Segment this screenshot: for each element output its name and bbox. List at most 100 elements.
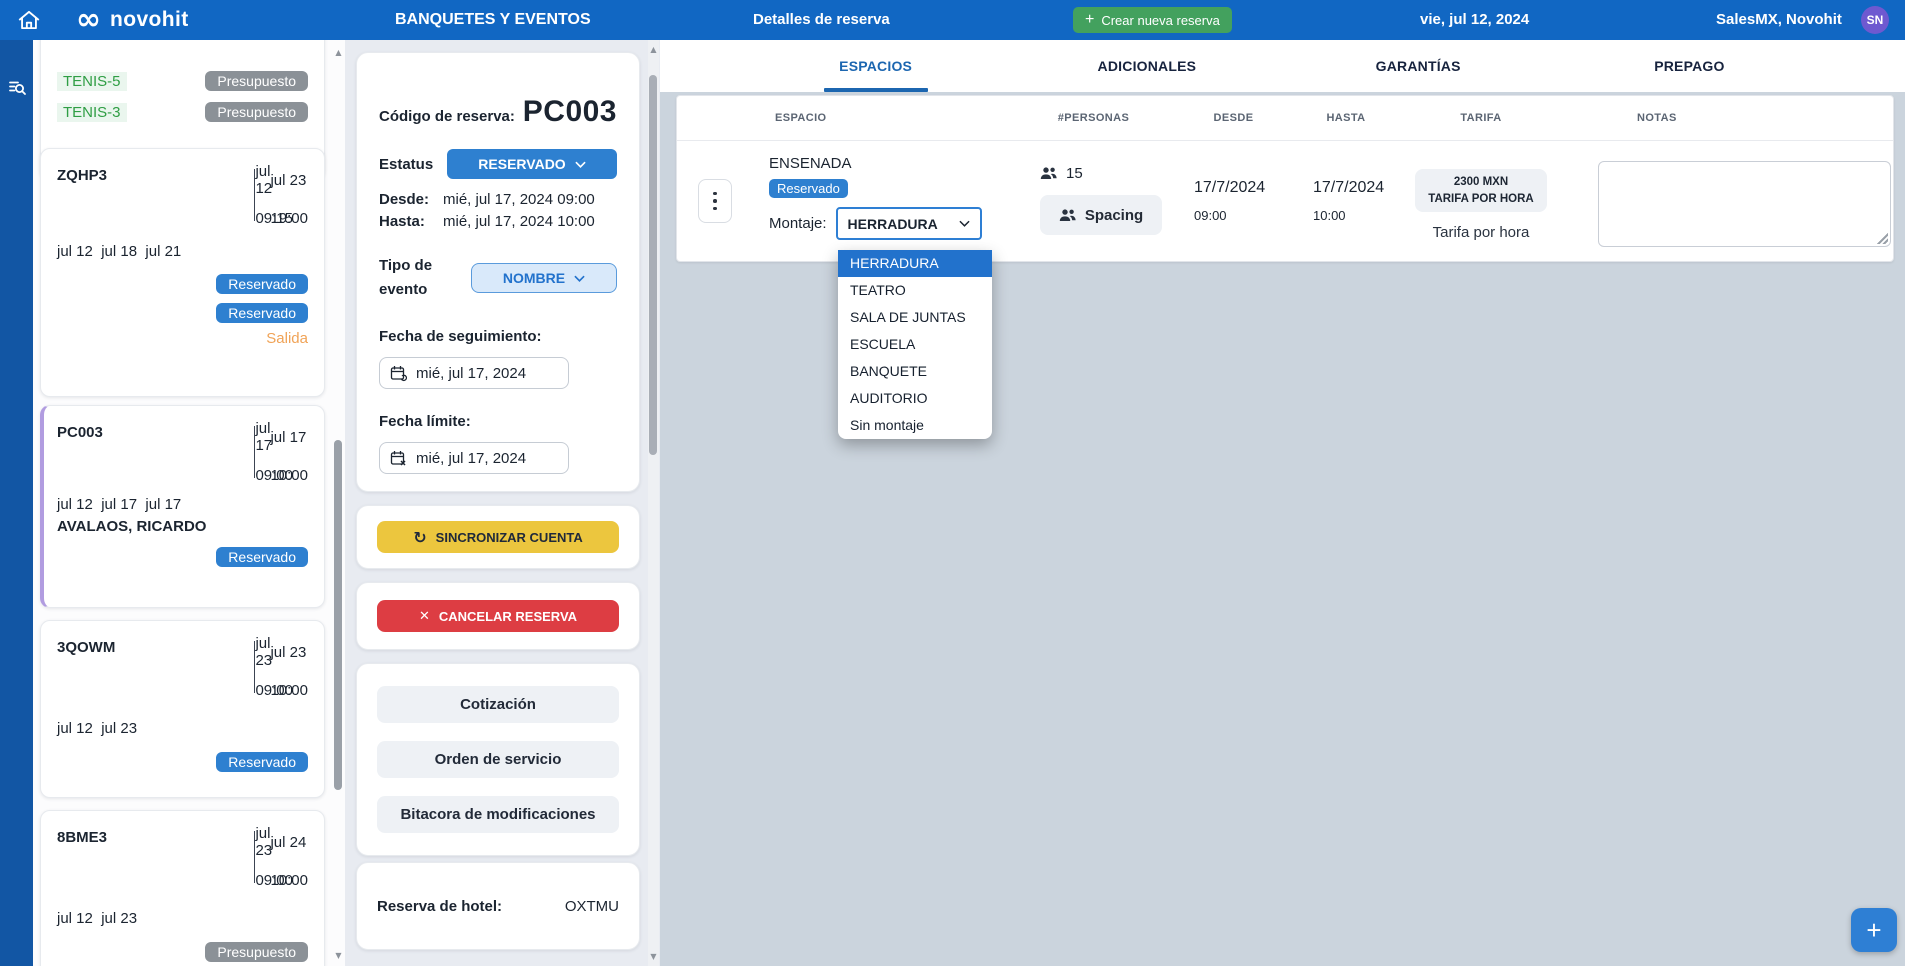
reservation-card-pc003-selected[interactable]: PC003 jul 17 jul 17 09:00 10:00 jul 12 j… [40, 405, 325, 608]
resize-handle-icon[interactable] [1877, 233, 1888, 244]
tab-adicionales[interactable]: ADICIONALES [1097, 58, 1197, 74]
status-badge: Reservado [769, 179, 848, 198]
date-range: jul 17 jul 17 09:00 10:00 [254, 420, 308, 484]
row-menu-cell [677, 141, 737, 262]
reservation-card-8bme3[interactable]: 8BME3 jul 23 jul 24 09:00 10:00 jul 12 j… [40, 810, 325, 966]
guest-name: AVALAOS, RICARDO [57, 518, 207, 535]
tarifa-cell: 2300 MXN TARIFA POR HORA Tarifa por hora [1401, 141, 1561, 262]
reservation-id: ZQHP3 [57, 167, 108, 184]
status-badge: Reservado [216, 547, 308, 567]
table-header: ESPACIO #PERSONAS DESDE HASTA TARIFA NOT… [677, 96, 1893, 141]
follow-up-date-input[interactable]: mié, jul 17, 2024 [379, 357, 569, 389]
home-icon[interactable] [16, 8, 42, 32]
reservation-card-zqhp3[interactable]: ZQHP3 jul 12 jul 23 09:15 19:00 jul 12 j… [40, 148, 325, 397]
dropdown-option-banquete[interactable]: BANQUETE [850, 363, 928, 379]
personas-cell: 15 Spacing [1011, 141, 1176, 262]
section-title: BANQUETES Y EVENTOS [395, 11, 591, 28]
novohit-logo-icon: ∞ [76, 2, 101, 37]
dropdown-option-auditorio[interactable]: AUDITORIO [850, 390, 928, 406]
tab-prepago[interactable]: PREPAGO [1654, 58, 1725, 74]
salida-label: Salida [266, 330, 308, 347]
status-badge: Reservado [216, 274, 308, 294]
from-time: 09:00 [1194, 208, 1227, 223]
notes-textarea[interactable] [1598, 161, 1891, 247]
novohit-logo: ∞ novohit [76, 0, 189, 40]
calendar-refresh-icon [390, 365, 407, 381]
table-row: ENSENADA Reservado Montaje: HERRADURA [677, 141, 1893, 262]
dropdown-option-escuela[interactable]: ESCUELA [850, 336, 916, 352]
dropdown-option-teatro[interactable]: TEATRO [850, 282, 906, 298]
people-icon [1059, 208, 1076, 221]
hotel-code: OXTMU [564, 897, 619, 915]
tab-espacios[interactable]: ESPACIOS [740, 40, 1011, 92]
to-value: mié, jul 17, 2024 10:00 [443, 213, 595, 230]
to-time: 10:00 [1313, 208, 1346, 223]
calendar-x-icon [390, 450, 406, 466]
rate-badge: 2300 MXN TARIFA POR HORA [1415, 169, 1547, 213]
header-hasta: HASTA [1326, 112, 1366, 124]
quote-row: TENIS-3 Presupuesto [57, 100, 308, 124]
follow-up-date-value: mié, jul 17, 2024 [416, 364, 527, 382]
add-space-button[interactable]: + [1851, 908, 1897, 952]
scrollbar-thumb[interactable] [334, 440, 342, 790]
sync-account-button[interactable]: ↻ SINCRONIZAR CUENTA [377, 521, 619, 553]
rate-caption: Tarifa por hora [1432, 224, 1530, 242]
avatar[interactable]: SN [1861, 6, 1889, 34]
cancel-reservation-button[interactable]: ✕ CANCELAR RESERVA [377, 600, 619, 632]
divider [254, 641, 256, 693]
sync-icon: ↻ [413, 527, 427, 547]
create-reservation-button[interactable]: + Crear nueva reserva [1073, 7, 1232, 33]
chevron-down-icon [958, 220, 970, 227]
code-label: Código de reserva: [379, 108, 515, 125]
header-espacio: ESPACIO [775, 112, 827, 124]
status-badge: Reservado [216, 303, 308, 323]
row-menu-button[interactable] [698, 179, 732, 223]
event-type-dropdown-button[interactable]: NOMBRE [471, 263, 617, 293]
chevron-down-icon [574, 275, 585, 282]
tab-garantias[interactable]: GARANTÍAS [1375, 58, 1461, 74]
notas-cell [1561, 141, 1893, 262]
page-title: Detalles de reserva [753, 11, 890, 28]
deadline-date-input[interactable]: mié, jul 17, 2024 [379, 442, 569, 474]
plus-icon: + [1085, 11, 1095, 28]
header-tarifa: TARIFA [1460, 112, 1502, 124]
event-type-label: Tipo de evento [379, 257, 433, 298]
spaces-table: ESPACIO #PERSONAS DESDE HASTA TARIFA NOT… [676, 95, 1894, 262]
key-dates: jul 12 jul 17 jul 17 [57, 496, 182, 513]
close-icon: ✕ [418, 608, 430, 624]
scroll-down-icon[interactable]: ▼ [650, 952, 657, 961]
modification-log-button[interactable]: Bitacora de modificaciones [377, 796, 619, 833]
status-badge: Reservado [216, 752, 308, 772]
montaje-select[interactable]: HERRADURA [835, 207, 982, 240]
reservation-id: PC003 [57, 424, 103, 441]
space-code: TENIS-3 [57, 102, 127, 122]
quote-button[interactable]: Cotización [377, 686, 619, 723]
scrollbar-thumb[interactable] [649, 75, 657, 455]
espacio-cell: ENSENADA Reservado Montaje: HERRADURA [737, 141, 1011, 262]
reservation-id: 8BME3 [57, 829, 108, 846]
from-label: Desde: [379, 191, 430, 208]
spacing-button[interactable]: Spacing [1040, 195, 1162, 235]
scroll-up-icon[interactable]: ▲ [335, 48, 342, 57]
detail-tabs: ESPACIOS ADICIONALES GARANTÍAS PREPAGO [660, 40, 1905, 92]
space-code: TENIS-5 [57, 71, 127, 91]
montaje-dropdown: HERRADURA TEATRO SALA DE JUNTAS ESCUELA … [838, 250, 992, 439]
reservation-id: 3QOWM [57, 639, 116, 656]
reservation-code: PC003 [522, 95, 617, 128]
scroll-up-icon[interactable]: ▲ [650, 45, 657, 54]
dropdown-option-sala-de-juntas[interactable]: SALA DE JUNTAS [850, 309, 966, 325]
reservation-card-3qowm[interactable]: 3QOWM jul 23 jul 23 09:00 10:00 jul 12 j… [40, 620, 325, 798]
header-notas: NOTAS [1637, 112, 1677, 124]
persons-count: 15 [1066, 165, 1083, 182]
status-dropdown-button[interactable]: RESERVADO [447, 149, 617, 179]
panel-scrollbar[interactable]: ▲ ▼ [648, 40, 659, 966]
list-search-icon[interactable] [6, 76, 28, 98]
montaje-label: Montaje: [769, 215, 827, 232]
dropdown-option-herradura[interactable]: HERRADURA [838, 250, 992, 277]
scroll-down-icon[interactable]: ▼ [335, 951, 342, 960]
sidebar-scrollbar[interactable]: ▲ ▼ [333, 40, 344, 966]
hotel-label: Reserva de hotel: [377, 897, 503, 915]
hasta-cell: 17/7/2024 10:00 [1291, 141, 1401, 262]
dropdown-option-sin-montaje[interactable]: Sin montaje [850, 417, 924, 433]
service-order-button[interactable]: Orden de servicio [377, 741, 619, 778]
